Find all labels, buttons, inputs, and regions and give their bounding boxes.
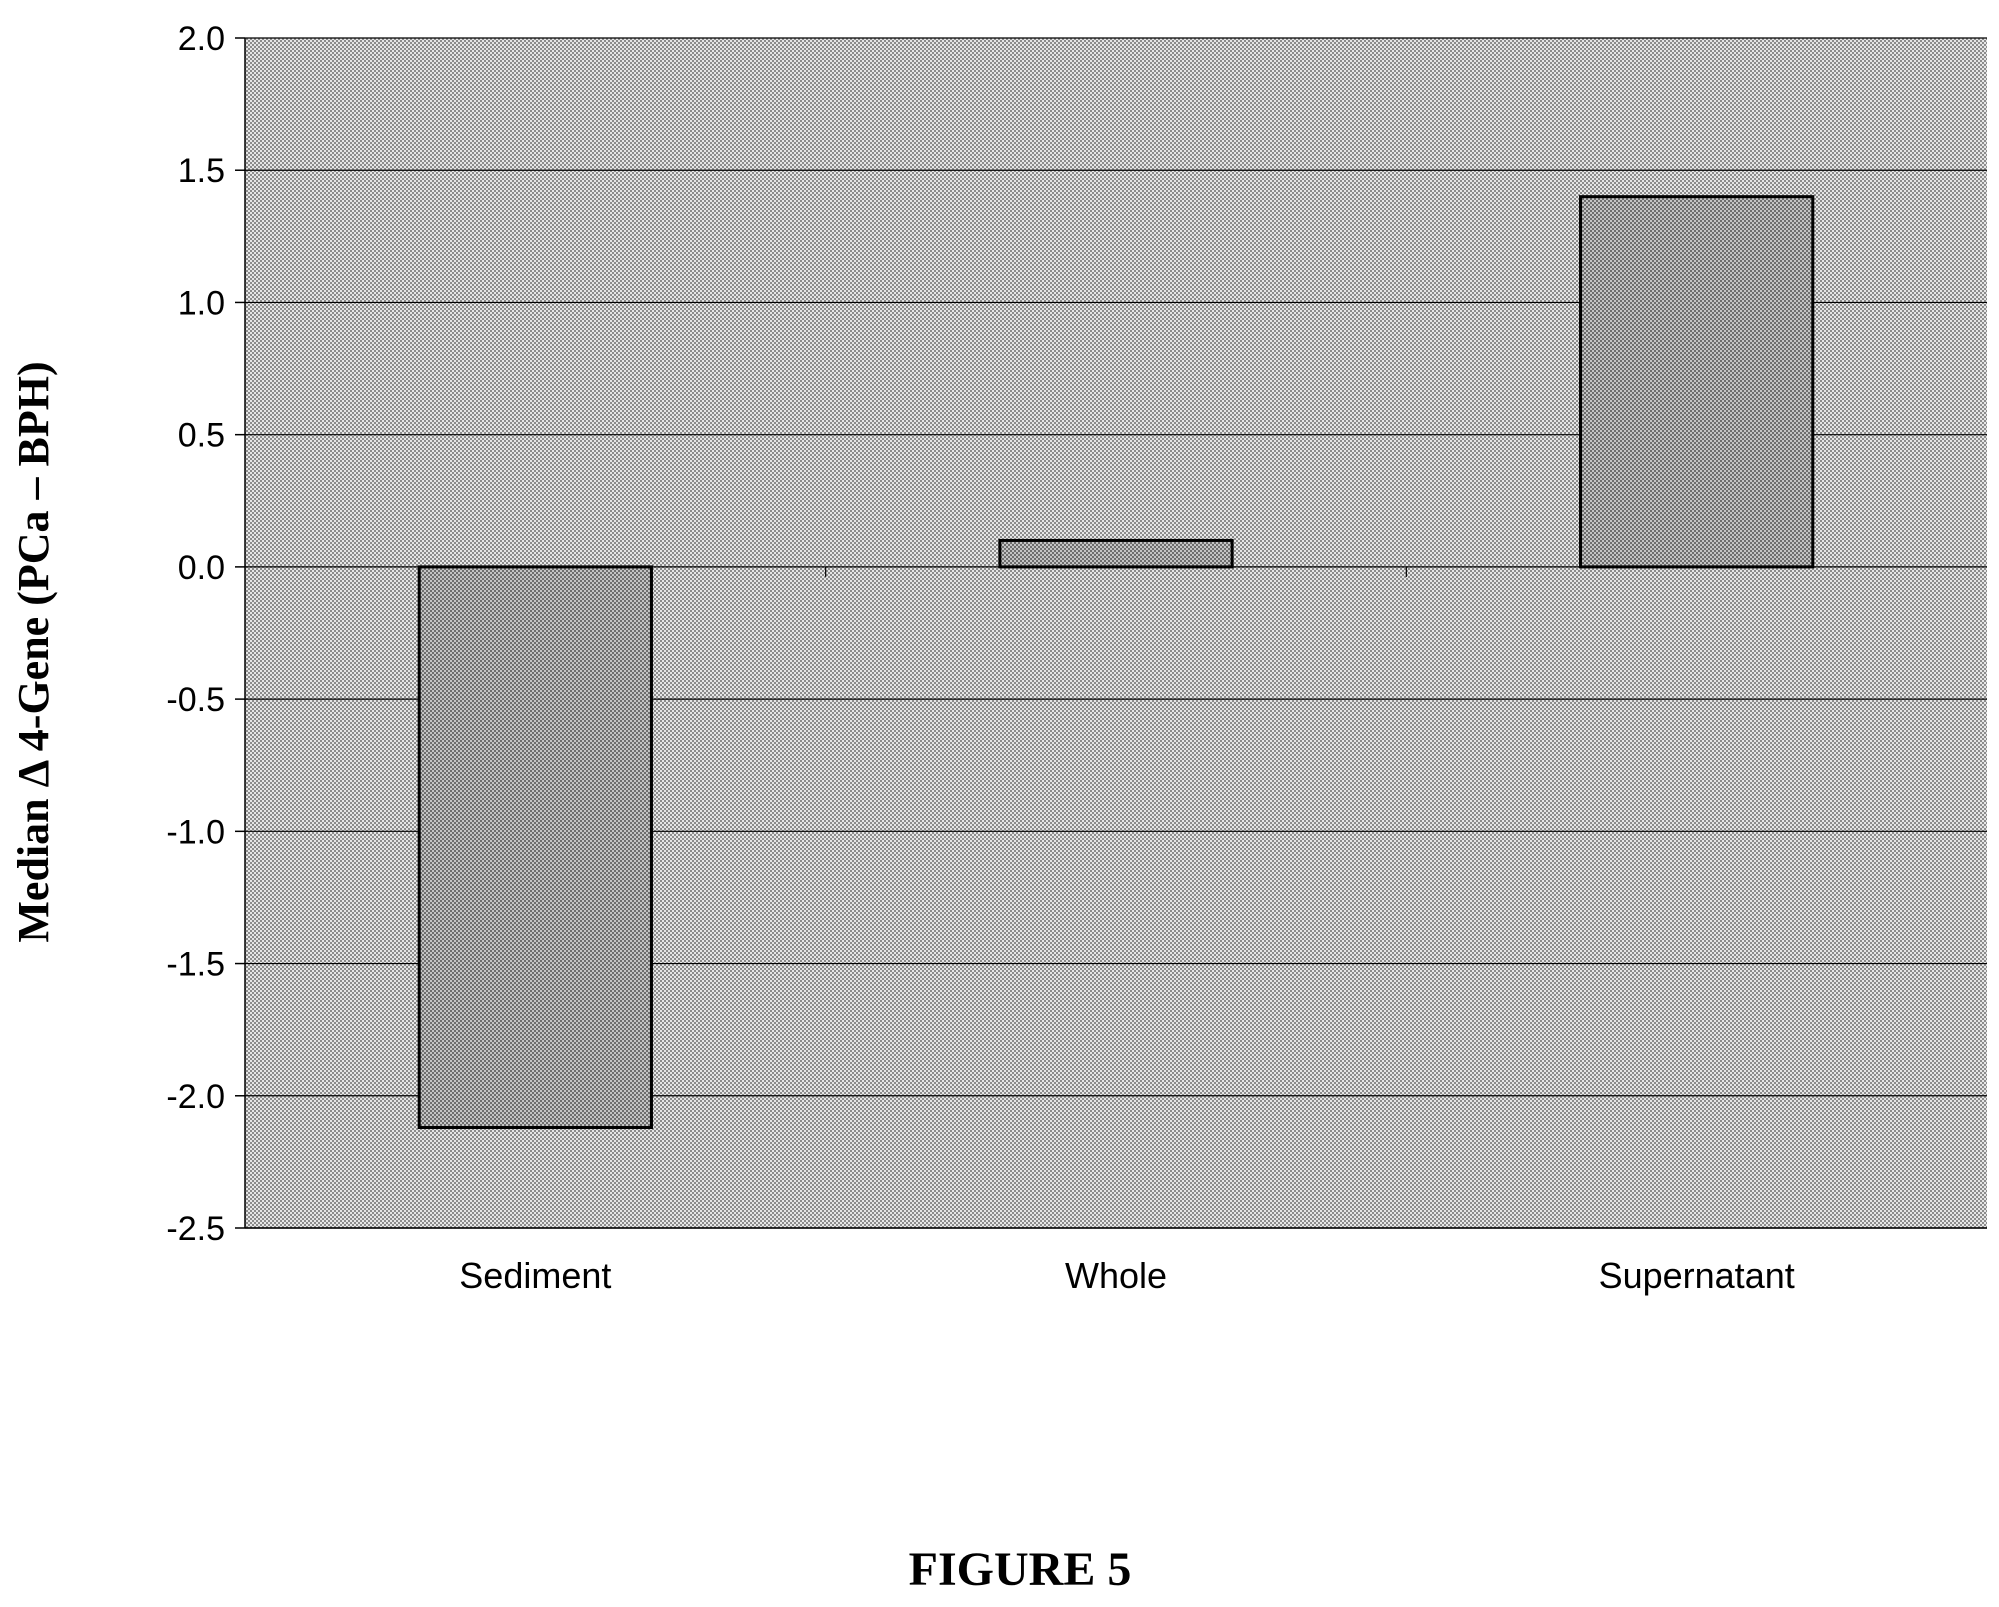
axes: [235, 37, 1987, 1229]
y-tick-label: -2.5: [166, 1210, 225, 1248]
x-tick-label: Supernatant: [1599, 1255, 1795, 1296]
y-tick-label: -1.0: [166, 813, 225, 851]
bar-supernatant: [1579, 195, 1815, 569]
y-tick-label: -0.5: [166, 681, 225, 719]
figure-label: FIGURE 5: [909, 1543, 1132, 1596]
y-tick-label: 1.5: [178, 152, 225, 190]
y-tick-label: -1.5: [166, 946, 225, 984]
y-tick-label: -2.0: [166, 1078, 225, 1116]
y-tick-label: 2.0: [178, 20, 225, 58]
bar-sediment: [417, 565, 653, 1130]
y-tick-labels: 2.0 1.5 1.0 0.5 0.0 -0.5 -1.0 -1.5 -2.0 -2.5: [166, 20, 225, 1248]
y-tick-label: 0.0: [178, 549, 225, 587]
x-tick-label: Whole: [1065, 1255, 1167, 1296]
bars: [417, 195, 1815, 1130]
x-tick-label: Sediment: [459, 1255, 611, 1296]
y-tick-label: 1.0: [178, 284, 225, 322]
x-tick-labels: Sediment Whole Supernatant: [459, 1255, 1794, 1296]
bar-whole: [998, 538, 1234, 569]
y-axis-label: Median Δ 4-Gene (PCa – BPH): [9, 361, 58, 942]
y-tick-label: 0.5: [178, 417, 225, 455]
